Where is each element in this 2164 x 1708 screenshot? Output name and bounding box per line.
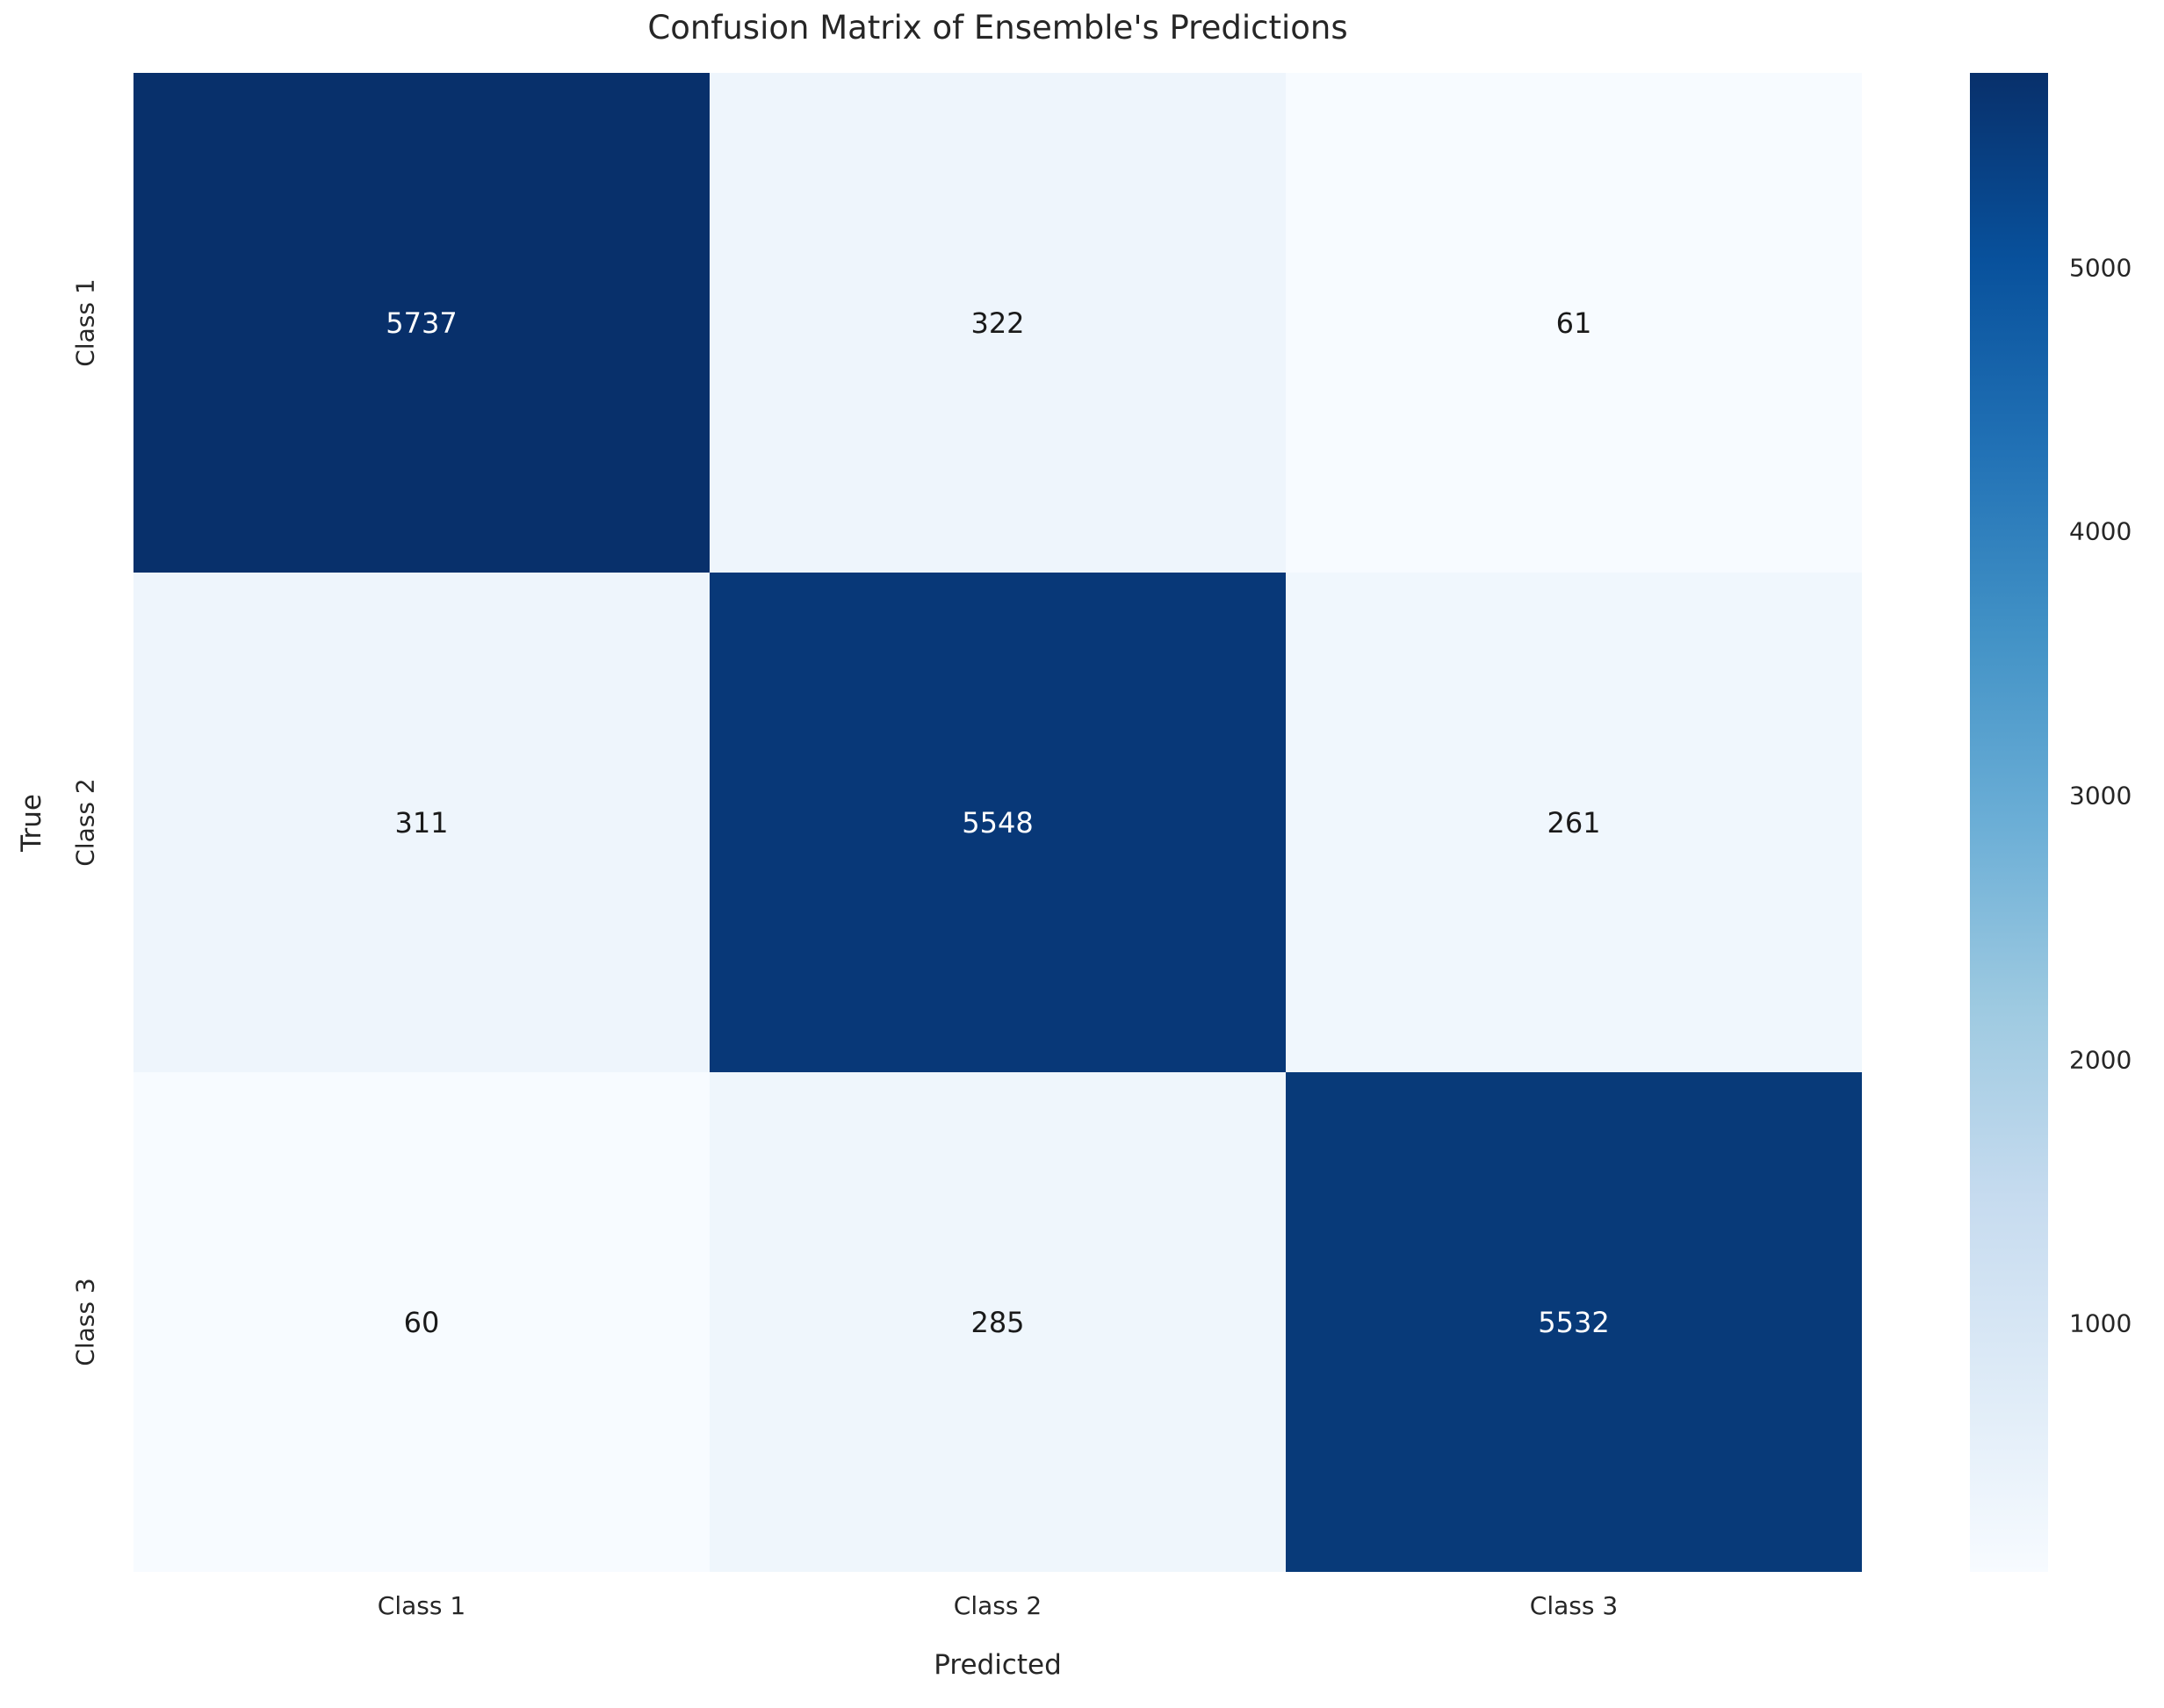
heatmap-cell-r3-c3: 5532 <box>1286 1072 1862 1572</box>
cell-value: 261 <box>1547 805 1601 840</box>
cell-value: 285 <box>970 1305 1025 1339</box>
y-axis-tick-labels: Class 1 Class 2 Class 3 <box>63 73 107 1572</box>
heatmap-cell-r3-c1: 60 <box>133 1072 710 1572</box>
cell-value: 60 <box>403 1305 440 1339</box>
colorbar-tick-labels: 5000 4000 3000 2000 1000 <box>2069 73 2164 1572</box>
heatmap-cell-r2-c3: 261 <box>1286 573 1862 1072</box>
cell-value: 61 <box>1555 306 1592 340</box>
cell-value: 5548 <box>962 805 1034 840</box>
y-axis-label-text: True <box>16 793 48 852</box>
x-tick-2: Class 2 <box>953 1591 1042 1620</box>
cell-value: 322 <box>970 306 1025 340</box>
heatmap-grid: 5737 322 61 311 5548 261 60 285 5532 <box>133 73 1862 1572</box>
colorbar-tick-4000: 4000 <box>2069 516 2132 546</box>
y-tick-label: Class 2 <box>70 778 100 867</box>
x-tick-3: Class 3 <box>1529 1591 1619 1620</box>
cell-value: 311 <box>394 805 449 840</box>
colorbar-tick-3000: 3000 <box>2069 781 2132 811</box>
heatmap-cell-r2-c2: 5548 <box>710 573 1286 1072</box>
x-axis-label: Predicted <box>934 1649 1062 1681</box>
y-axis-label: True <box>12 73 51 1572</box>
colorbar <box>1970 73 2048 1572</box>
colorbar-tick-2000: 2000 <box>2069 1045 2132 1075</box>
y-tick-label: Class 3 <box>70 1278 100 1366</box>
x-tick-1: Class 1 <box>377 1591 466 1620</box>
heatmap-cell-r2-c1: 311 <box>133 573 710 1072</box>
cell-value: 5737 <box>386 306 458 340</box>
colorbar-tick-5000: 5000 <box>2069 253 2132 283</box>
cell-value: 5532 <box>1538 1305 1610 1339</box>
heatmap-cell-r1-c1: 5737 <box>133 73 710 573</box>
heatmap-cell-r1-c3: 61 <box>1286 73 1862 573</box>
colorbar-tick-1000: 1000 <box>2069 1308 2132 1338</box>
y-tick-label: Class 1 <box>70 278 100 367</box>
heatmap-cell-r1-c2: 322 <box>710 73 1286 573</box>
x-axis-tick-labels: Class 1 Class 2 Class 3 <box>133 1591 1862 1635</box>
chart-title: Confusion Matrix of Ensemble's Predictio… <box>647 9 1348 47</box>
heatmap-cell-r3-c2: 285 <box>710 1072 1286 1572</box>
